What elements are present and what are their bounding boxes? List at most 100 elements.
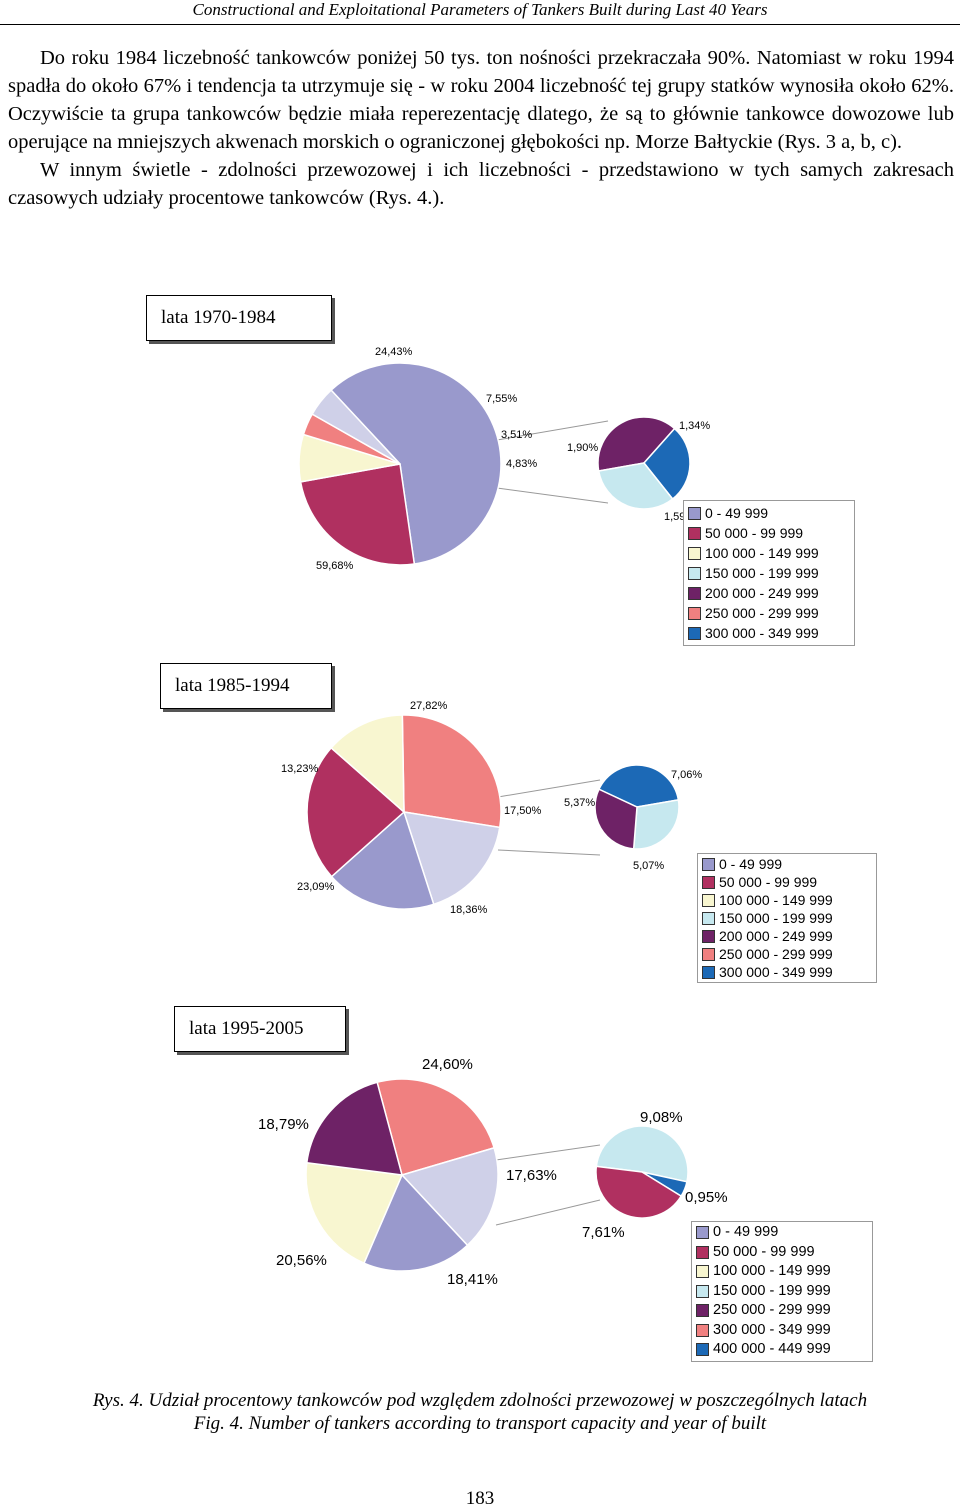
- chart-1-connector-1: [496, 420, 609, 441]
- chart-1-main-label-4: 3,51%: [501, 429, 532, 441]
- legend-label: 150 000 - 199 999: [705, 565, 819, 581]
- chart-3-main-pie-slice-1: [376, 1078, 496, 1176]
- legend-label: 50 000 - 99 999: [719, 874, 818, 890]
- legend-swatch: [702, 911, 715, 925]
- chart-2-detail-label-1: 7,06%: [671, 769, 702, 781]
- legend-item: 300 000 - 349 999: [688, 623, 850, 643]
- chart-3-main-pie-group: [305, 1078, 499, 1272]
- legend-swatch: [696, 1304, 709, 1318]
- chart-1-main-label-3: 7,55%: [486, 393, 517, 405]
- legend-label: 200 000 - 249 999: [705, 585, 819, 601]
- legend-swatch: [688, 506, 701, 520]
- chart-1-legend: 0 - 49 999 50 000 - 99 999 100 000 - 149 9…: [683, 500, 855, 646]
- chart-3-main-pie-slice-2: [400, 1146, 499, 1247]
- legend-label: 300 000 - 349 999: [713, 1321, 831, 1338]
- legend-swatch: [688, 626, 701, 640]
- chart-2-main-label-1: 27,82%: [410, 700, 448, 712]
- chart-3-title: lata 1995-2005: [174, 1006, 346, 1052]
- legend-item: 400 000 - 449 999: [696, 1340, 868, 1360]
- legend-swatch: [688, 566, 701, 580]
- figure-caption-pl: Rys. 4. Udział procentowy tankowców pod …: [92, 1390, 868, 1411]
- legend-swatch: [702, 965, 715, 979]
- chart-2-detail-pie-slice-2: [632, 799, 680, 850]
- legend-item: 250 000 - 299 999: [696, 1301, 868, 1321]
- chart-2-main-pie-slice-3: [330, 810, 435, 910]
- legend-item: 150 000 - 199 999: [702, 909, 872, 927]
- chart-3-detail-pie-group: [595, 1125, 689, 1219]
- legend-swatch: [702, 929, 715, 943]
- legend-swatch: [688, 546, 701, 560]
- chart-1-detail-label-1: 1,90%: [567, 442, 598, 454]
- chart-1-main-pie-slice-5: [311, 389, 401, 465]
- chart-2-main-pie-group: [306, 714, 502, 910]
- paragraph-2: W innym świetle - zdolności przewozowej …: [8, 159, 954, 209]
- chart-3-main-label-3: 18,41%: [447, 1271, 498, 1288]
- chart-3-detail-pie-slice-3: [595, 1165, 683, 1219]
- paragraph-1: Do roku 1984 liczebność tankowców poniże…: [8, 47, 954, 153]
- chart-3-main-pie-slice-5: [305, 1081, 404, 1176]
- running-header: Constructional and Exploitational Parame…: [192, 0, 768, 19]
- legend-label: 50 000 - 99 999: [713, 1243, 815, 1260]
- chart-1-detail-pie-group: [597, 416, 691, 510]
- chart-2-detail-pie-slice-3: [594, 788, 638, 850]
- legend-item: 250 000 - 299 999: [702, 945, 872, 963]
- chart-3-main-label-2: 17,63%: [506, 1167, 557, 1184]
- chart-3-main-label-5: 18,79%: [258, 1116, 309, 1133]
- chart-2-legend: 0 - 49 999 50 000 - 99 999 100 000 - 149 9…: [697, 853, 877, 983]
- chart-1-main-pie-slice-1: [330, 362, 502, 565]
- chart-2-main-pie-slice-5: [330, 714, 405, 814]
- chart-3-connector-1: [495, 1144, 601, 1161]
- legend-label: 250 000 - 299 999: [705, 605, 819, 621]
- chart-2-main-label-5: 13,23%: [281, 763, 319, 775]
- chart-1-detail-pie-slice-1: [597, 416, 676, 472]
- legend-item: 200 000 - 249 999: [702, 927, 872, 945]
- legend-swatch: [702, 893, 715, 907]
- legend-item: 300 000 - 349 999: [702, 963, 872, 981]
- legend-swatch: [702, 947, 715, 961]
- chart-2-connector-1: [497, 779, 601, 798]
- legend-label: 250 000 - 299 999: [719, 946, 833, 962]
- legend-item: 0 - 49 999: [696, 1223, 868, 1243]
- chart-1-main-label-1: 59,68%: [316, 560, 354, 572]
- legend-item: 0 - 49 999: [702, 855, 872, 873]
- chart-2-main-pie-slice-2: [402, 811, 501, 906]
- legend-label: 100 000 - 149 999: [719, 892, 833, 908]
- chart-3-connector-2: [495, 1199, 601, 1226]
- legend-item: 150 000 - 199 999: [688, 563, 850, 583]
- legend-label: 0 - 49 999: [719, 856, 783, 872]
- chart-1-title: lata 1970-1984: [146, 295, 332, 341]
- legend-swatch: [696, 1284, 709, 1298]
- chart-2-detail-label-3: 5,37%: [564, 797, 595, 809]
- page-number: 183: [465, 1488, 495, 1509]
- legend-label: 0 - 49 999: [705, 505, 769, 521]
- chart-3-detail-label-3: 7,61%: [582, 1224, 625, 1241]
- legend-swatch: [702, 875, 715, 889]
- chart-3-detail-pie-slice-1: [595, 1125, 689, 1183]
- chart-2-main-label-4: 23,09%: [297, 881, 335, 893]
- legend-item: 250 000 - 299 999: [688, 603, 850, 623]
- legend-swatch: [688, 606, 701, 620]
- chart-2-main-pie-slice-4: [306, 746, 406, 878]
- chart-1-main-pie-group: [298, 362, 502, 566]
- legend-label: 200 000 - 249 999: [719, 928, 833, 944]
- chart-1-main-label-5: 4,83%: [506, 458, 537, 470]
- chart-2-detail-label-2: 5,07%: [633, 860, 664, 872]
- chart-3-detail-label-2: 0,95%: [685, 1189, 728, 1206]
- figure-caption-en: Fig. 4. Number of tankers according to t…: [193, 1413, 767, 1434]
- legend-label: 300 000 - 349 999: [719, 964, 833, 980]
- legend-swatch: [696, 1323, 709, 1337]
- chart-3-detail-label-1: 9,08%: [640, 1109, 683, 1126]
- legend-label: 150 000 - 199 999: [719, 910, 833, 926]
- legend-label: 0 - 49 999: [713, 1224, 779, 1240]
- legend-label: 150 000 - 199 999: [713, 1282, 831, 1299]
- legend-item: 200 000 - 249 999: [688, 583, 850, 603]
- legend-item: 100 000 - 149 999: [688, 543, 850, 563]
- legend-item: 100 000 - 149 999: [696, 1262, 868, 1282]
- chart-1-detail-pie-slice-2: [643, 427, 691, 501]
- legend-swatch: [696, 1343, 709, 1357]
- legend-label: 100 000 - 149 999: [705, 545, 819, 561]
- chart-3-main-label-1: 24,60%: [422, 1056, 473, 1073]
- chart-2-detail-pie-slice-1: [597, 764, 680, 808]
- legend-label: 300 000 - 349 999: [705, 625, 819, 641]
